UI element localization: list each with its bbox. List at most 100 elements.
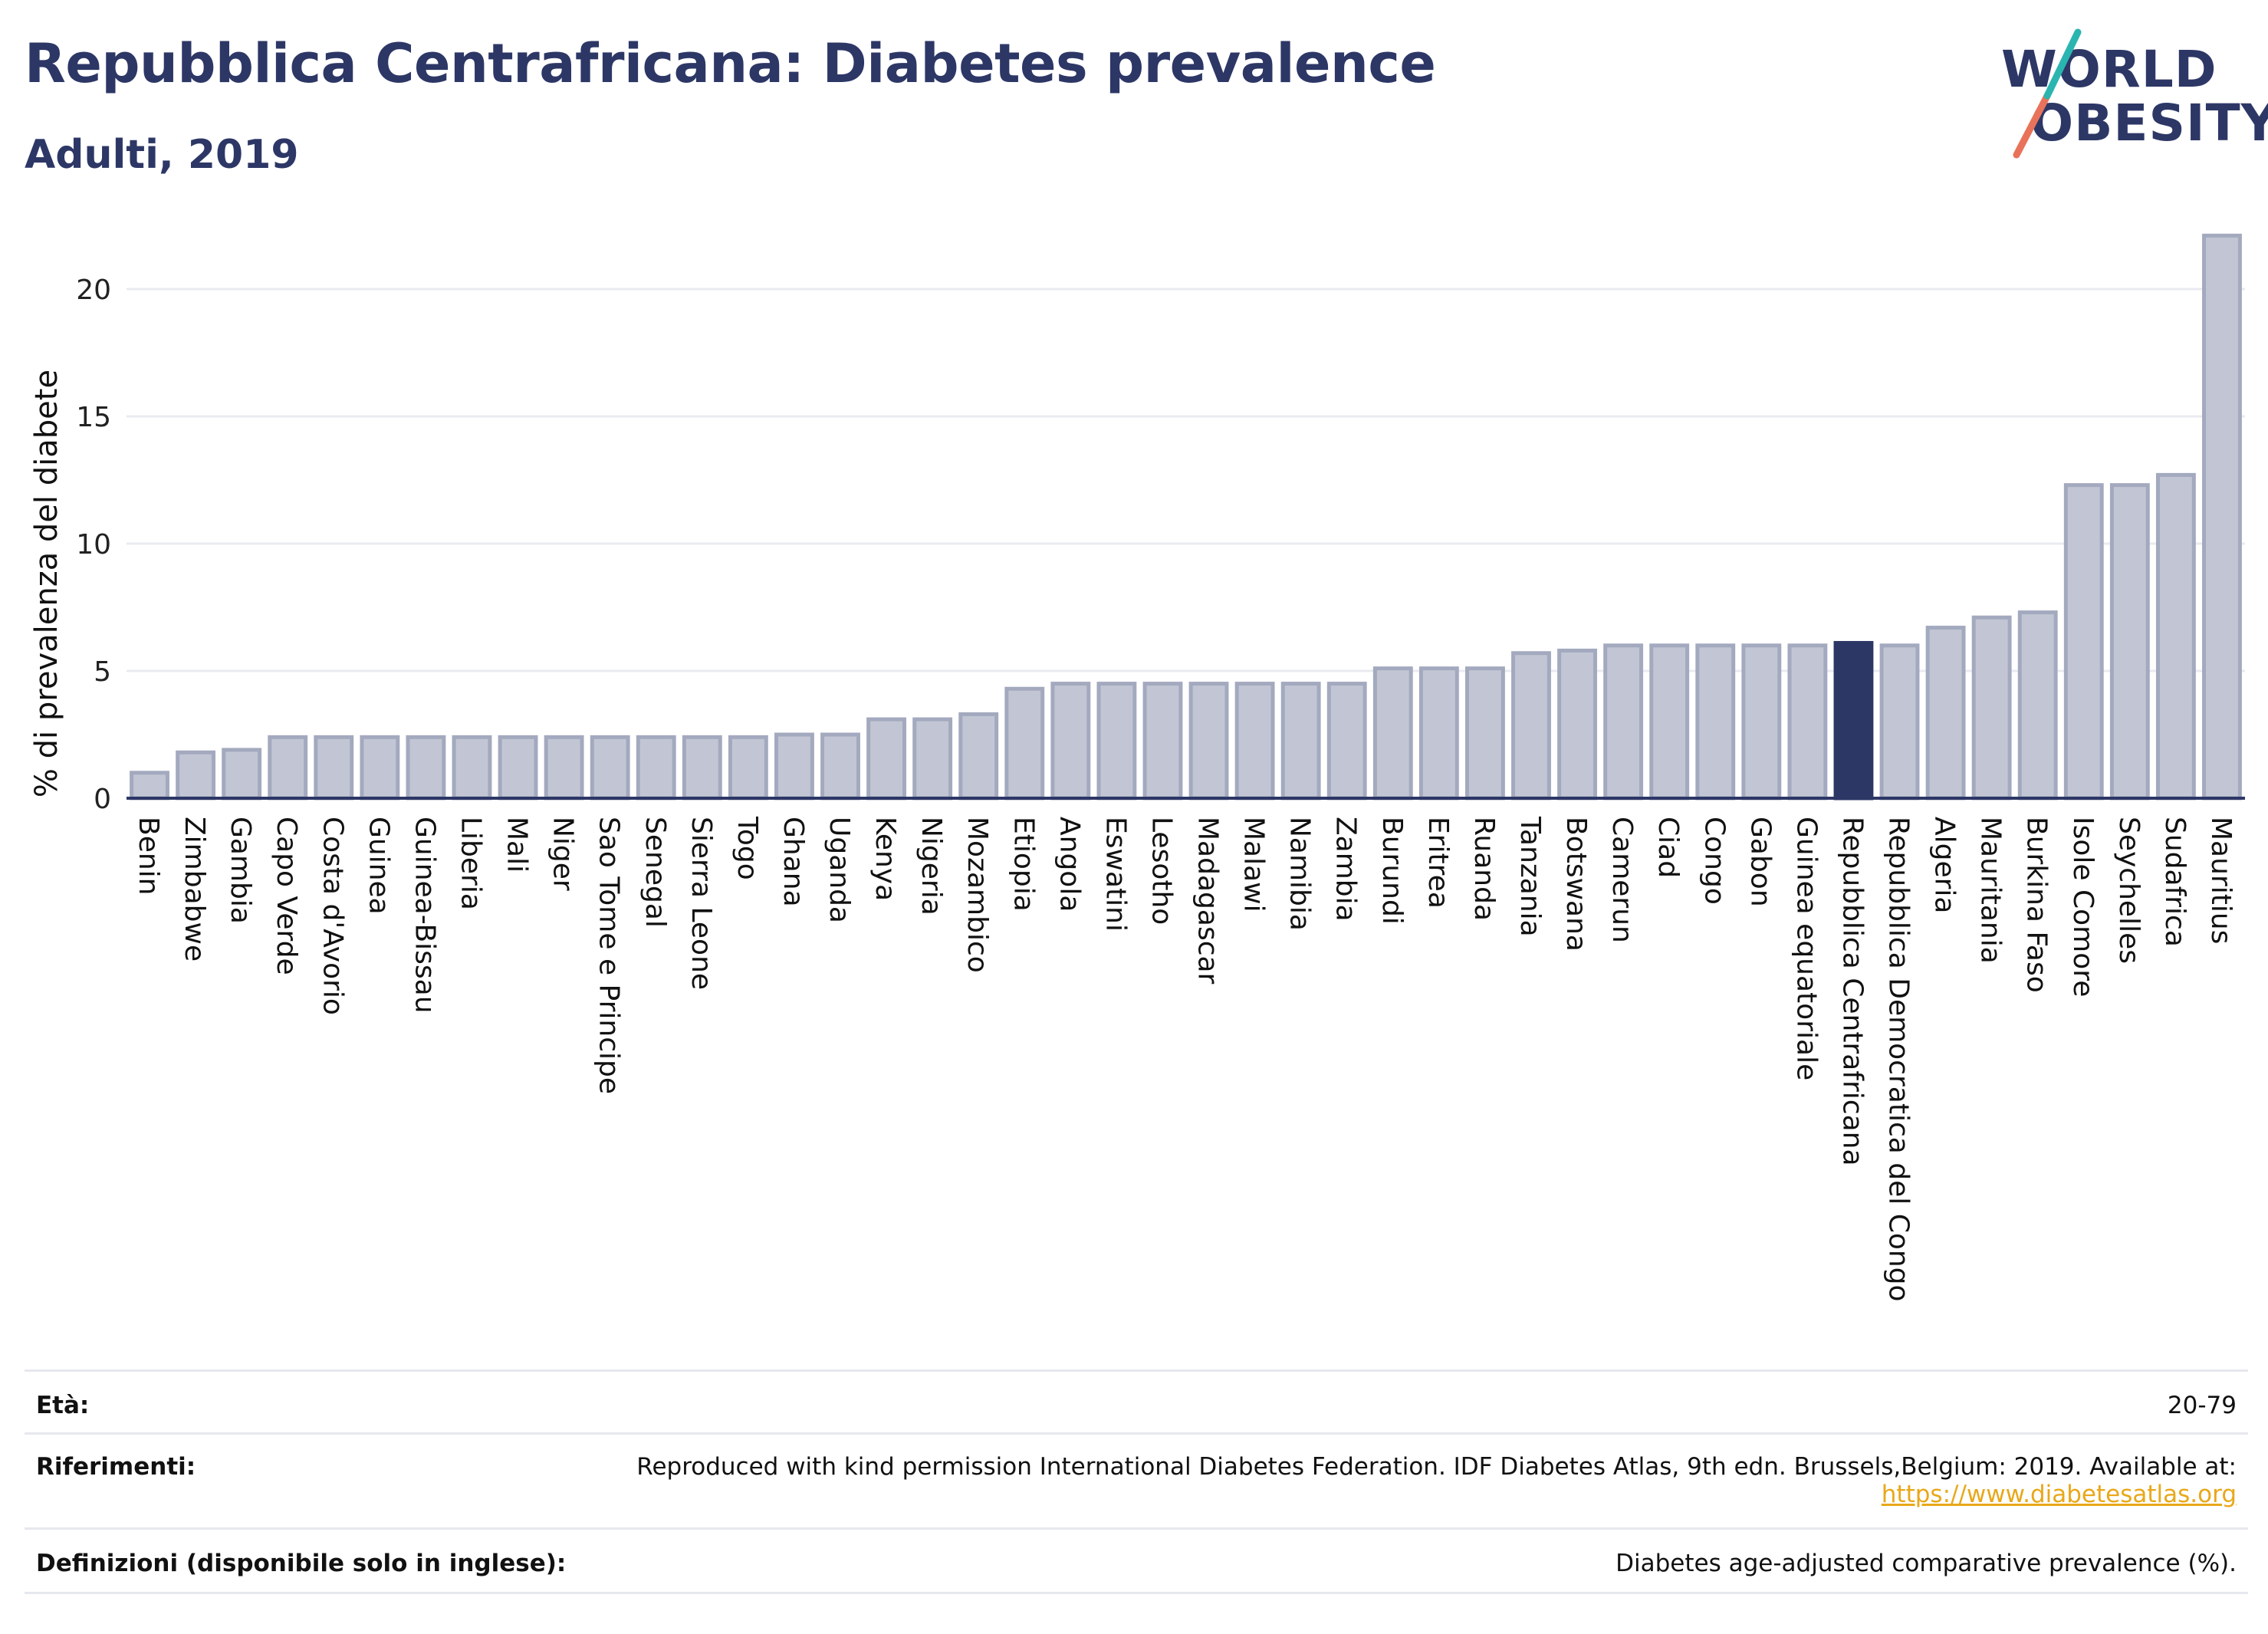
bar-senegal[interactable] xyxy=(636,735,676,801)
y-tick-label: 0 xyxy=(94,784,111,815)
bar-mauritania[interactable] xyxy=(1971,615,2012,801)
x-tick-label: Liberia xyxy=(455,817,486,910)
bar-angola[interactable] xyxy=(1050,682,1091,801)
x-tick-label: Senegal xyxy=(639,817,671,928)
bar-camerun[interactable] xyxy=(1603,643,1644,801)
bar-gabon[interactable] xyxy=(1741,643,1782,801)
x-tick-label: Mauritania xyxy=(1975,817,2007,964)
x-tick-label: Burkina Faso xyxy=(2021,817,2053,993)
bar-costa-d-avorio[interactable] xyxy=(314,735,354,801)
bar-malawi[interactable] xyxy=(1234,682,1275,801)
x-tick-label: Repubblica Democratica del Congo xyxy=(1883,817,1915,1302)
x-tick-label: Benin xyxy=(133,817,164,895)
meta-row-definitions: Definizioni (disponibile solo in inglese… xyxy=(25,1527,2248,1594)
bar-ghana[interactable] xyxy=(774,732,814,801)
bar-etiopia[interactable] xyxy=(1004,686,1045,801)
chart-bars xyxy=(130,233,2242,801)
bar-seychelles[interactable] xyxy=(2109,483,2150,801)
bar-kenya[interactable] xyxy=(866,717,907,801)
x-tick-label: Seychelles xyxy=(2113,817,2145,964)
bar-mauritius[interactable] xyxy=(2202,233,2242,801)
x-tick-label: Ciad xyxy=(1652,817,1684,878)
bar-lesotho[interactable] xyxy=(1142,682,1183,801)
logo-text-line2: OBESITY xyxy=(2030,94,2268,153)
x-tick-label: Gabon xyxy=(1744,817,1776,907)
chart-subtitle: Adulti, 2019 xyxy=(25,132,299,178)
bar-niger[interactable] xyxy=(544,735,584,801)
bar-zambia[interactable] xyxy=(1326,682,1367,801)
x-tick-label: Ghana xyxy=(777,817,809,907)
bar-chart: 0 5 10 15 20 Benin Zimbabwe Gambia Capo Verde Co… xyxy=(29,233,2245,1302)
bar-ruanda[interactable] xyxy=(1464,666,1505,801)
x-tick-label: Isole Comore xyxy=(2067,817,2099,997)
x-tick-label: Guinea-Bissau xyxy=(409,817,440,1014)
references-text: Reproduced with kind permission Internat… xyxy=(636,1453,2237,1508)
x-tick-label: Costa d'Avorio xyxy=(317,817,348,1015)
bar-guinea[interactable] xyxy=(360,735,400,801)
x-tick-label: Camerun xyxy=(1606,817,1638,943)
y-axis-ticks: 0 5 10 15 20 xyxy=(76,275,111,815)
x-tick-label: Repubblica Centrafricana xyxy=(1836,817,1868,1166)
x-tick-label: Niger xyxy=(547,817,579,891)
x-tick-label: Togo xyxy=(731,816,763,880)
bar-algeria[interactable] xyxy=(1925,626,1966,801)
bar-mozambico[interactable] xyxy=(958,712,999,801)
bar-congo[interactable] xyxy=(1695,643,1736,801)
bar-uganda[interactable] xyxy=(820,732,860,801)
y-tick-label: 20 xyxy=(76,275,111,306)
bar-gambia[interactable] xyxy=(222,748,262,801)
bar-repubblica-democratica-del-congo[interactable] xyxy=(1879,643,1920,801)
x-tick-label: Mali xyxy=(501,817,533,873)
x-axis-labels: Benin Zimbabwe Gambia Capo Verde Costa d'Avo… xyxy=(133,816,2237,1302)
x-tick-label: Guinea equatoriale xyxy=(1790,817,1822,1080)
bar-guinea-bissau[interactable] xyxy=(406,735,446,801)
bar-sierra-leone[interactable] xyxy=(682,735,722,801)
bar-namibia[interactable] xyxy=(1280,682,1321,801)
bar-ciad[interactable] xyxy=(1649,643,1690,801)
bar-zimbabwe[interactable] xyxy=(176,750,216,801)
x-tick-label: Zimbabwe xyxy=(179,817,210,962)
x-tick-label: Mozambico xyxy=(961,817,993,973)
x-tick-label: Uganda xyxy=(823,817,855,923)
bar-liberia[interactable] xyxy=(452,735,492,801)
bar-repubblica-centrafricana[interactable] xyxy=(1833,640,1874,801)
y-tick-label: 10 xyxy=(76,529,111,561)
bar-capo-verde[interactable] xyxy=(268,735,308,801)
x-tick-label: Gambia xyxy=(225,817,256,924)
x-tick-label: Lesotho xyxy=(1146,817,1177,925)
bar-tanzania[interactable] xyxy=(1511,651,1551,801)
meta-row-age: Età: 20-79 xyxy=(25,1369,2248,1435)
bar-burkina-faso[interactable] xyxy=(2017,610,2058,801)
x-tick-label: Congo xyxy=(1698,817,1730,905)
chart-title: Repubblica Centrafricana: Diabetes preva… xyxy=(25,32,1436,95)
bar-guinea-equatoriale[interactable] xyxy=(1787,643,1828,801)
x-tick-label: Capo Verde xyxy=(271,817,302,975)
bar-mali[interactable] xyxy=(498,735,538,801)
references-link[interactable]: https://www.diabetesatlas.org xyxy=(1881,1481,2237,1508)
y-axis-label: % di prevalenza del diabete xyxy=(29,370,64,797)
bar-sao-tome-e-principe[interactable] xyxy=(590,735,630,801)
references-label: Riferimenti: xyxy=(36,1453,196,1481)
x-tick-label: Guinea xyxy=(363,817,394,915)
age-label: Età: xyxy=(36,1392,90,1419)
meta-row-references: Riferimenti: Reproduced with kind permis… xyxy=(25,1432,2248,1530)
bar-nigeria[interactable] xyxy=(912,717,953,801)
bar-botswana[interactable] xyxy=(1557,648,1597,801)
x-tick-label: Madagascar xyxy=(1192,817,1224,985)
x-tick-label: Algeria xyxy=(1929,817,1961,914)
bar-togo[interactable] xyxy=(728,735,768,801)
world-obesity-logo[interactable]: WORLD OBESITY xyxy=(2001,23,2268,161)
x-tick-label: Namibia xyxy=(1284,817,1316,931)
x-tick-label: Etiopia xyxy=(1007,817,1039,912)
x-tick-label: Eritrea xyxy=(1422,817,1454,909)
bar-madagascar[interactable] xyxy=(1188,682,1229,801)
bar-burundi[interactable] xyxy=(1372,666,1413,801)
y-tick-label: 5 xyxy=(94,656,111,688)
bar-eswatini[interactable] xyxy=(1096,682,1137,801)
bar-sudafrica[interactable] xyxy=(2155,472,2196,801)
x-tick-label: Sierra Leone xyxy=(685,817,717,990)
bar-eritrea[interactable] xyxy=(1418,666,1459,801)
meta-bottom-border xyxy=(25,1592,2248,1594)
bar-benin[interactable] xyxy=(130,771,169,801)
bar-isole-comore[interactable] xyxy=(2063,483,2104,801)
